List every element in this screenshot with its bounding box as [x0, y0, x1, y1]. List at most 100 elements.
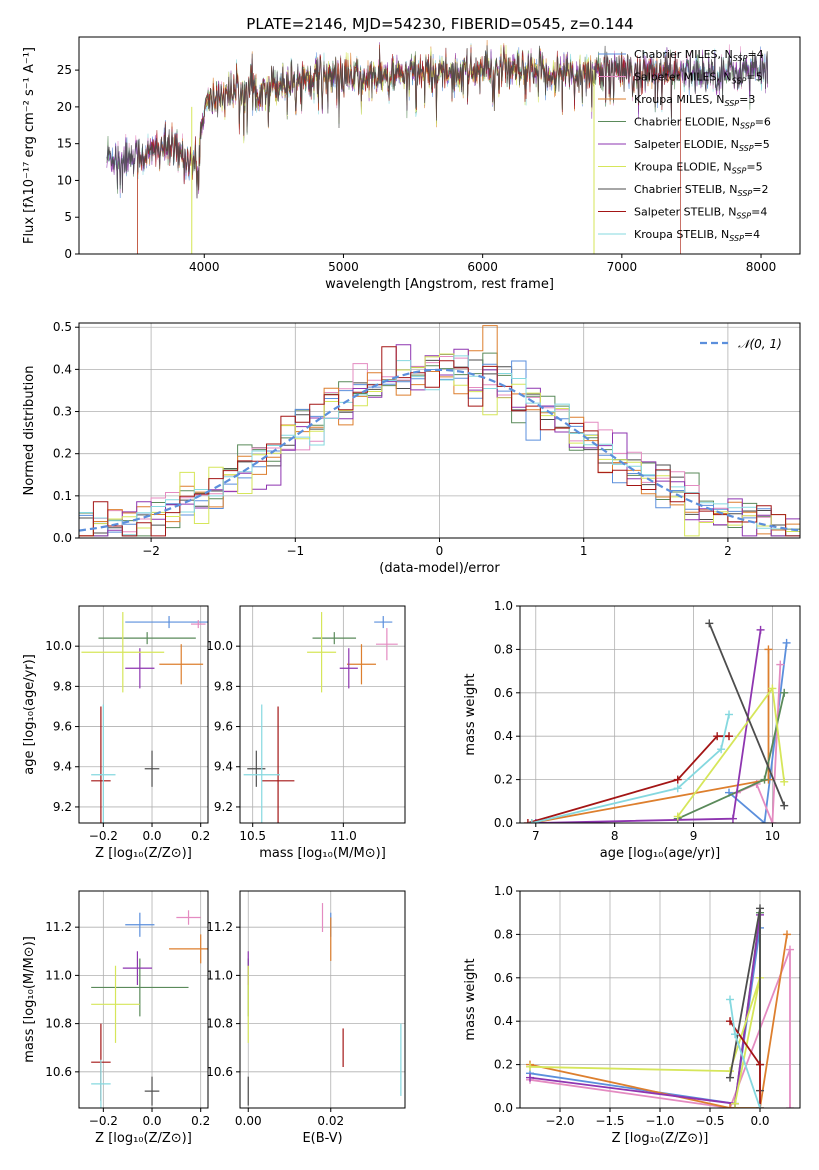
weight-marker-salpeter-miles [776, 660, 785, 669]
y-tick-label: 11.0 [206, 968, 233, 982]
x-axis-label: wavelength [Angstrom, rest frame] [325, 277, 554, 292]
weight-line-kroupa-stelib [531, 714, 730, 823]
x-tick-label: −1 [286, 544, 304, 558]
weight-marker-kroupa-elodie [780, 777, 789, 786]
weight-line-kroupa-miles [529, 934, 788, 1108]
errorbar-salpeter-miles [375, 628, 398, 661]
y-tick-label: 0.0 [53, 531, 72, 545]
histogram-kroupa-elodie [79, 353, 800, 537]
y-axis-label: mass weight [463, 673, 478, 755]
legend-subscript: SSP [736, 212, 751, 221]
weight-marker-kroupa-miles [783, 930, 791, 939]
weight-marker-chabrier-miles [782, 638, 791, 647]
x-tick-label: 7 [532, 829, 540, 843]
errorbar-kroupa-elodie [307, 612, 337, 693]
panel-z_mass: −0.2 0.0 0.2 10.6 10.8 11.0 11.2 Z [log₁₀(Z/Z⊙)… [22, 890, 210, 1146]
y-tick-label: 11.0 [45, 968, 72, 982]
x-axis-label: Z [log₁₀(Z/Z⊙)] [95, 1131, 192, 1146]
legend-count: =5 [746, 71, 762, 84]
errorbar-salpeter-stelib [261, 706, 295, 823]
errorbar-chabrier-stelib [144, 750, 160, 787]
x-tick-label: 8000 [746, 260, 777, 274]
x-axis-label: age [log₁₀(age/yr)] [600, 846, 721, 861]
weight-marker-kroupa-stelib [527, 819, 536, 823]
y-tick-label: 0.1 [53, 489, 72, 503]
panel-age_weights: 7 8 9 10 0.0 0.2 0.4 0.6 0.8 1.0 age [log₁₀(age/yr… [463, 599, 801, 861]
x-tick-label: 0.02 [317, 1114, 344, 1128]
y-tick-label: 10.0 [206, 639, 233, 653]
plot-area-z_mass [91, 910, 208, 1108]
x-tick-label: −0.5 [695, 1114, 724, 1128]
y-tick-label: 0.6 [494, 686, 513, 700]
y-axis-label: mass weight [463, 958, 478, 1040]
x-tick-label: 0 [436, 544, 444, 558]
weight-marker-salpeter-miles [786, 945, 794, 954]
y-axis-label: mass [log₁₀(M/M⊙)] [22, 936, 37, 1063]
legend-count: =6 [755, 116, 771, 129]
y-axis-label: Normed distribution [22, 366, 37, 496]
weight-marker-chabrier-stelib [756, 904, 764, 913]
x-tick-label: −0.2 [89, 1114, 118, 1128]
legend-entry-salpeter-elodie: Salpeter ELODIE, NSSP=5 [634, 138, 770, 153]
x-tick-label: 2 [724, 544, 732, 558]
legend-count: =4 [751, 206, 767, 219]
axes-frame-z_age [78, 605, 209, 824]
errorbar-kroupa-miles [169, 934, 208, 964]
legend-entry-salpeter-stelib: Salpeter STELIB, NSSP=4 [634, 206, 767, 221]
errorbar-salpeter-miles [190, 620, 206, 629]
x-tick-label: 1 [580, 544, 588, 558]
weight-marker-chabrier-stelib [780, 801, 789, 810]
legend-count: =5 [754, 138, 770, 151]
x-tick-label: −1.0 [645, 1114, 674, 1128]
y-tick-label: 9.8 [214, 679, 233, 693]
x-tick-label: 0.0 [142, 829, 161, 843]
errorbar-chabrier-miles [125, 912, 155, 937]
weight-marker-kroupa-stelib [756, 1104, 764, 1108]
x-axis-label: mass [log₁₀(M/M⊙)] [259, 846, 386, 861]
y-tick-label: 1.0 [494, 599, 513, 613]
weight-marker-salpeter-elodie [756, 625, 765, 634]
errorbar-chabrier-elodie [312, 632, 357, 645]
errorbar-chabrier-stelib [247, 750, 266, 787]
weight-marker-kroupa-stelib [725, 710, 734, 719]
x-axis-label: (data-model)/error [379, 561, 500, 576]
legend-subscript: SSP [729, 234, 744, 243]
plot-area-ebv_mass [247, 903, 402, 1106]
panel-spectrum: 4000 5000 6000 7000 8000 0 5 10 15 20 25 wavelength… [22, 36, 801, 292]
y-tick-label: 9.4 [53, 760, 72, 774]
weight-marker-salpeter-stelib [673, 775, 682, 784]
axes-frame-ebv_mass [239, 890, 406, 1109]
y-tick-label: 0.2 [494, 773, 513, 787]
y-axis-label: age [log₁₀(age/yr)] [22, 654, 37, 775]
weight-line-chabrier-stelib [708, 623, 786, 806]
gridlines-mass_age [240, 606, 405, 823]
legend-entry-chabrier-miles: Chabrier MILES, NSSP=4 [634, 48, 764, 63]
panels: 4000 5000 6000 7000 80000510152025wavelength… [22, 36, 801, 1146]
weight-marker-chabrier-stelib [726, 1073, 734, 1082]
errorbar-kroupa-stelib [91, 704, 116, 823]
spectrum-line-chabrier-stelib [106, 45, 769, 199]
legend-count: =5 [746, 161, 762, 174]
x-tick-label: 8 [611, 829, 619, 843]
panel-z_age: −0.2 0.0 0.2 9.2 9.4 9.6 9.8 10.0 Z [log₁₀(Z/Z⊙)… [22, 605, 210, 861]
y-tick-label: 1.0 [494, 884, 513, 898]
y-tick-label: 0.3 [53, 405, 72, 419]
weight-marker-chabrier-stelib [705, 619, 714, 628]
y-tick-label: 15 [57, 137, 72, 151]
plot-area-z_weights [526, 904, 794, 1108]
legend-entry-gaussian: 𝒩(0, 1) [738, 337, 782, 351]
y-tick-label: 10.6 [206, 1065, 233, 1079]
weight-marker-chabrier-elodie [780, 688, 789, 697]
x-tick-label: −2 [142, 544, 160, 558]
y-tick-label: 0.4 [494, 1014, 513, 1028]
weight-line-salpeter-stelib [527, 735, 729, 823]
axes-frame-mass_age [239, 605, 406, 824]
y-tick-label: 0.5 [53, 320, 72, 334]
y-tick-label: 9.2 [214, 800, 233, 814]
x-tick-label: −2.0 [545, 1114, 574, 1128]
legend-subscript: SSP [738, 189, 753, 198]
errorbar-kroupa-miles [346, 644, 376, 685]
weight-marker-salpeter-stelib [725, 732, 734, 741]
legend-entry-kroupa-elodie: Kroupa ELODIE, NSSP=5 [634, 161, 763, 176]
